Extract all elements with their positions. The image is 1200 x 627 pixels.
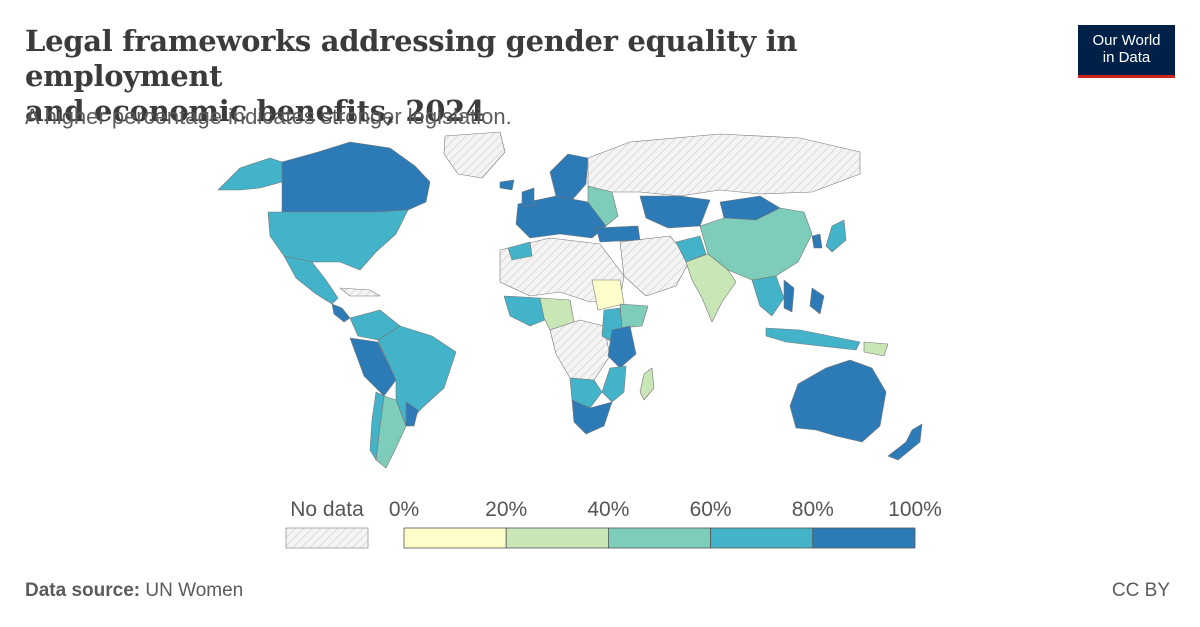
legend-bin-4[interactable] — [710, 527, 814, 549]
region-greenland[interactable] — [443, 131, 506, 179]
legend-tick-label: 20% — [485, 498, 527, 521]
region-sudan[interactable] — [591, 279, 625, 311]
region-western-europe[interactable] — [515, 195, 607, 239]
logo-line-2: in Data — [1102, 49, 1151, 66]
data-source: Data source: UN Women — [25, 580, 243, 602]
region-se-asia[interactable] — [751, 275, 785, 317]
region-central-america[interactable] — [331, 303, 351, 323]
region-madagascar[interactable] — [639, 367, 655, 401]
region-turkey[interactable] — [595, 225, 641, 243]
region-philippines[interactable] — [809, 287, 825, 315]
legend-tick-label: 80% — [792, 498, 834, 521]
region-southern-africa[interactable] — [571, 399, 613, 435]
region-afghanistan[interactable] — [675, 235, 707, 263]
region-kenya-tanzania[interactable] — [607, 325, 637, 369]
region-iceland-uk[interactable] — [499, 179, 535, 207]
region-caribbean[interactable] — [339, 287, 381, 297]
data-source-value[interactable]: UN Women — [145, 580, 244, 601]
legend-bin-3[interactable] — [608, 527, 712, 549]
region-vietnam[interactable] — [783, 279, 795, 313]
region-japan[interactable] — [825, 219, 847, 253]
legend-tick-label: 100% — [888, 498, 942, 521]
region-paraguay-uruguay[interactable] — [405, 401, 419, 427]
logo-line-1: Our World — [1092, 32, 1161, 49]
region-australia[interactable] — [789, 359, 887, 443]
title-line-2: and economic benefits, 2024 — [25, 94, 485, 128]
region-png[interactable] — [863, 341, 889, 357]
region-scandinavia[interactable] — [549, 153, 589, 201]
region-india[interactable] — [685, 253, 737, 323]
region-kazakhstan[interactable] — [639, 195, 711, 229]
license[interactable]: CC BY — [1111, 580, 1170, 601]
region-brazil[interactable] — [377, 325, 457, 427]
region-angola-zambia[interactable] — [569, 377, 603, 409]
region-alaska[interactable] — [217, 157, 283, 191]
legend-bin-5[interactable] — [812, 527, 916, 549]
region-mexico[interactable] — [283, 255, 339, 305]
legend-tick-labels: 0% 20% 40% 60% 80% 100% — [389, 498, 942, 521]
region-west-africa[interactable] — [503, 295, 551, 327]
world-map[interactable] — [200, 130, 970, 470]
region-usa[interactable] — [267, 209, 409, 271]
region-korea[interactable] — [811, 233, 823, 249]
region-indonesia[interactable] — [765, 327, 861, 351]
owid-logo[interactable]: Our World in Data — [1078, 25, 1175, 78]
legend-bin-1[interactable] — [403, 527, 507, 549]
region-mozambique[interactable] — [601, 365, 627, 403]
region-peru-bolivia[interactable] — [349, 337, 397, 397]
title-line-1: Legal frameworks addressing gender equal… — [25, 24, 798, 93]
legend-tick-label: 0% — [389, 498, 419, 521]
legend-no-data-label: No data — [290, 498, 364, 521]
region-ethiopia[interactable] — [619, 303, 649, 329]
region-central-africa[interactable] — [549, 319, 611, 381]
region-chile[interactable] — [369, 391, 385, 461]
legend-no-data-swatch — [285, 527, 369, 549]
chart-subtitle: A higher percentage indicates stronger l… — [25, 104, 512, 129]
region-morocco[interactable] — [507, 241, 533, 261]
chart-title: Legal frameworks addressing gender equal… — [25, 24, 965, 129]
legend-tick-label: 40% — [587, 498, 629, 521]
region-canada[interactable] — [281, 141, 431, 213]
legend-color-scale — [403, 527, 916, 549]
region-new-zealand[interactable] — [887, 423, 923, 461]
data-source-label: Data source: — [25, 580, 141, 601]
legend-tick-label: 60% — [690, 498, 732, 521]
legend-bin-2[interactable] — [505, 527, 609, 549]
region-russia[interactable] — [587, 133, 861, 197]
